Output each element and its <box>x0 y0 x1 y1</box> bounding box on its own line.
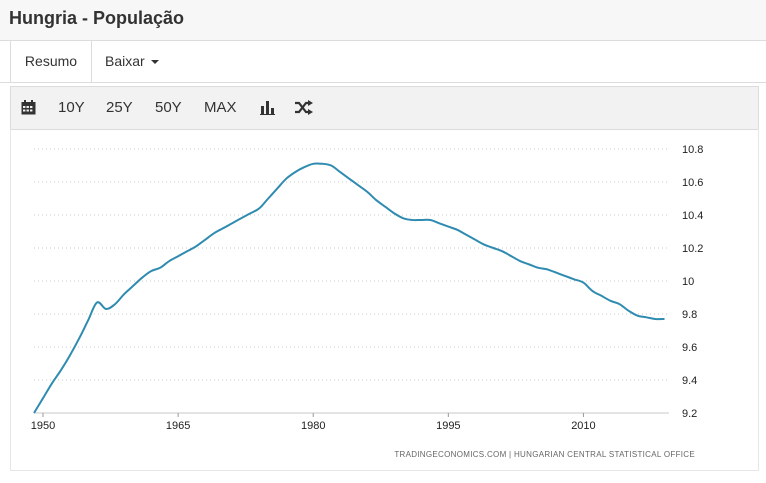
caret-down-icon <box>151 60 159 64</box>
y-tick-label: 10.2 <box>682 243 703 255</box>
chart-panel: 9.2 9.4 9.6 9.8 10 10.2 10.4 10.6 10.8 1950 1965 1… <box>10 129 759 471</box>
y-tick-label: 10.6 <box>682 177 703 189</box>
grid-lines <box>34 149 669 413</box>
y-tick-label: 10.4 <box>682 210 703 222</box>
range-50y-button[interactable]: 50Y <box>155 87 182 129</box>
tab-bar: Resumo Baixar <box>0 41 766 83</box>
chart-toolbar: 10Y 25Y 50Y MAX <box>10 86 759 130</box>
x-tick-label: 1995 <box>436 420 460 432</box>
y-axis-ticks: 9.2 9.4 9.6 9.8 10 10.2 10.4 10.6 10.8 <box>682 144 703 420</box>
range-max-button[interactable]: MAX <box>204 87 237 129</box>
y-tick-label: 9.8 <box>682 309 697 321</box>
range-10y-button[interactable]: 10Y <box>58 87 85 129</box>
page-title: Hungria - População <box>9 8 184 29</box>
tab-baixar-label: Baixar <box>105 53 145 69</box>
calendar-button[interactable] <box>21 87 37 129</box>
title-bar: Hungria - População <box>0 0 766 41</box>
y-tick-label: 10.8 <box>682 144 703 156</box>
bar-chart-icon <box>260 100 275 115</box>
calendar-icon <box>21 100 36 115</box>
y-tick-label: 9.6 <box>682 342 697 354</box>
x-tick-label: 1950 <box>31 420 55 432</box>
tab-resumo-label: Resumo <box>25 53 77 69</box>
chart-type-button[interactable] <box>260 87 275 129</box>
compare-button[interactable] <box>295 87 313 129</box>
tab-resumo[interactable]: Resumo <box>10 40 92 82</box>
x-tick-label: 2010 <box>571 420 595 432</box>
y-tick-label: 9.4 <box>682 375 697 387</box>
shuffle-icon <box>295 100 313 115</box>
y-tick-label: 10 <box>682 276 694 288</box>
y-tick-label: 9.2 <box>682 408 697 420</box>
tab-baixar-dropdown[interactable]: Baixar <box>105 41 159 82</box>
source-credit: TRADINGECONOMICS.COM | HUNGARIAN CENTRAL… <box>394 450 695 459</box>
range-25y-button[interactable]: 25Y <box>106 87 133 129</box>
x-tick-label: 1980 <box>301 420 325 432</box>
x-tick-label: 1965 <box>166 420 190 432</box>
x-axis-ticks: 1950 1965 1980 1995 2010 <box>31 413 596 432</box>
population-series-line[interactable] <box>34 164 665 413</box>
